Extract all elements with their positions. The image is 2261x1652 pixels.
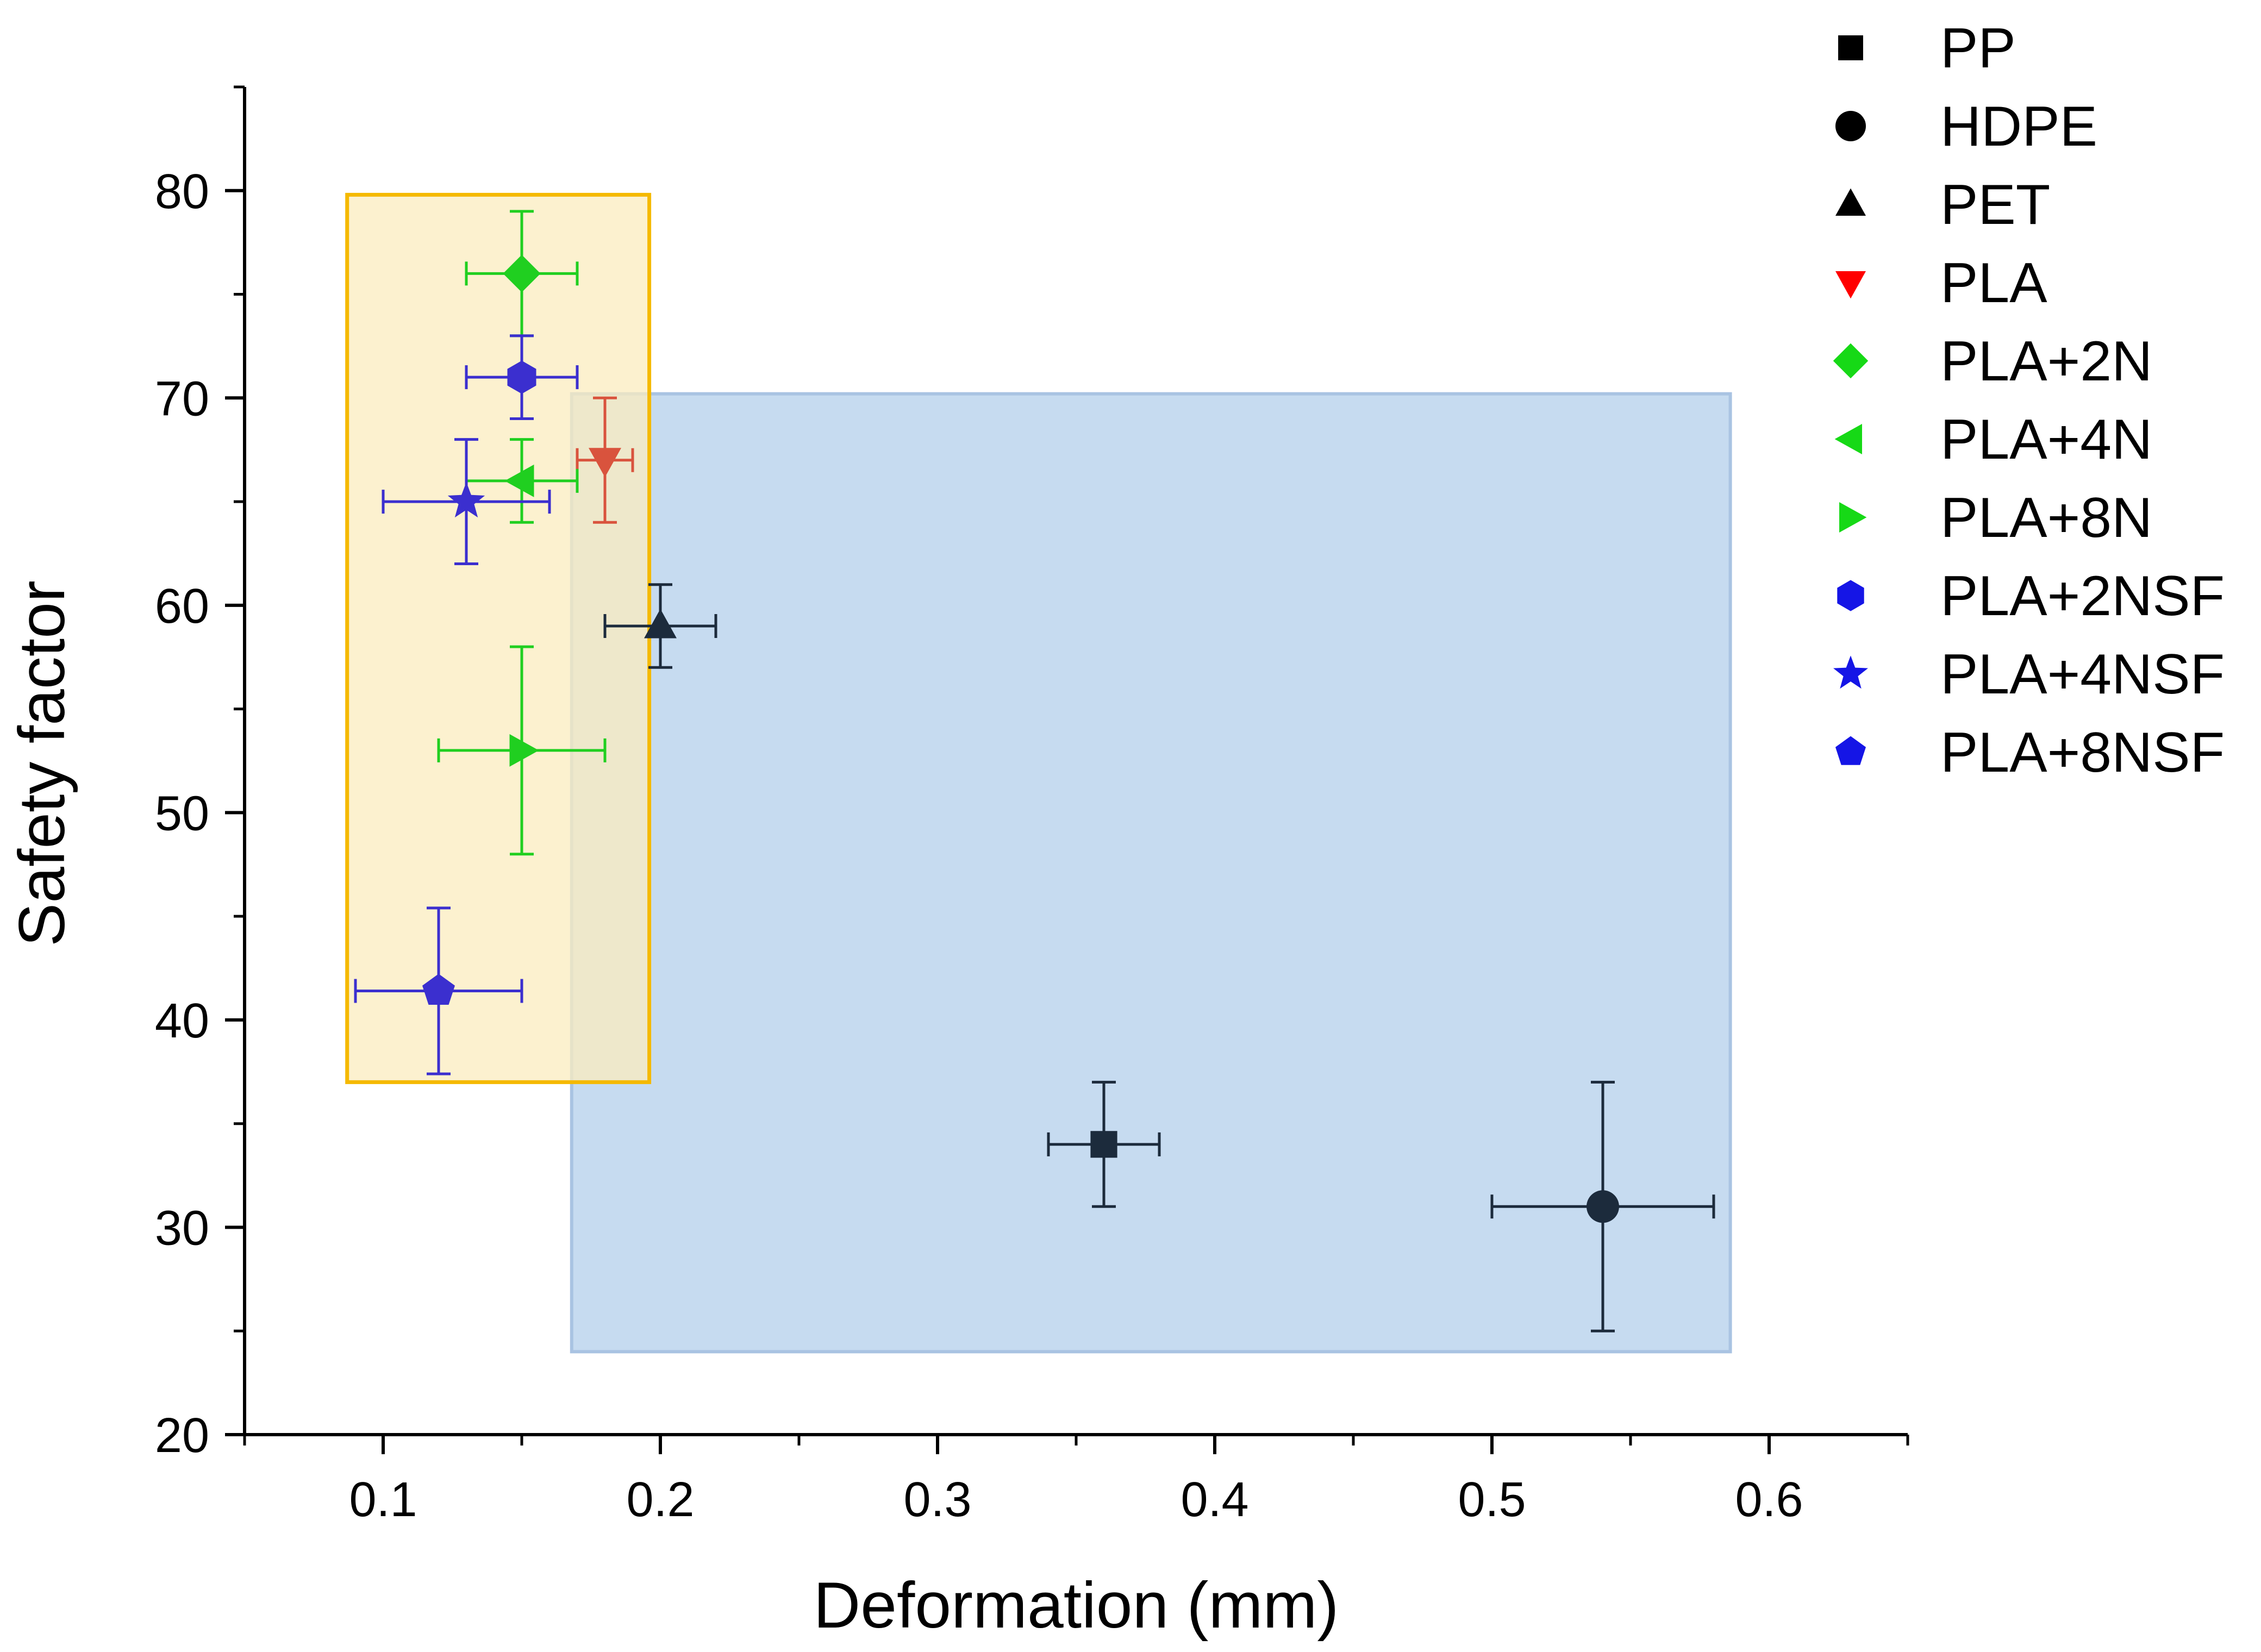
point-pla-4nsf [447, 482, 485, 518]
legend-marker-pp [1838, 35, 1863, 60]
point-pla-8n [509, 734, 539, 767]
legend-marker-pla-2nsf [1837, 580, 1864, 611]
legend-item-pla[interactable]: PLA [1835, 252, 2047, 315]
x-tick-label: 0.2 [626, 1473, 694, 1527]
x-tick-label: 0.5 [1458, 1473, 1526, 1527]
legend-label-pet: PET [1940, 173, 2050, 236]
point-pla-4n [504, 464, 534, 497]
legend-item-hdpe[interactable]: HDPE [1835, 95, 2097, 158]
highlight-regions [345, 192, 1732, 1354]
point-pp [1090, 1131, 1117, 1158]
legend-label-pla-4nsf: PLA+4NSF [1940, 643, 2225, 706]
legend-item-pla-8n[interactable]: PLA+8N [1839, 486, 2152, 549]
point-pla-8nsf [422, 974, 455, 1005]
legend-label-pla: PLA [1940, 252, 2047, 315]
legend-item-pla-8nsf[interactable]: PLA+8NSF [1835, 721, 2225, 784]
x-tick-label: 0.4 [1181, 1473, 1248, 1527]
legend-label-pla-8n: PLA+8N [1940, 486, 2152, 549]
y-axis-title: Safety factor [5, 580, 78, 947]
legend-label-pla-4n: PLA+4N [1940, 408, 2152, 471]
y-tick-label: 80 [155, 165, 209, 219]
legend-item-pet[interactable]: PET [1835, 173, 2050, 236]
y-tick-label: 60 [155, 579, 209, 634]
legend-item-pp[interactable]: PP [1838, 17, 2016, 80]
legend-item-pla-2nsf[interactable]: PLA+2NSF [1837, 565, 2225, 628]
y-tick-label: 30 [155, 1201, 209, 1255]
x-axis-title: Deformation (mm) [814, 1569, 1339, 1642]
legend-marker-hdpe [1835, 111, 1866, 141]
legend-label-hdpe: HDPE [1940, 95, 2097, 158]
point-pet [644, 609, 677, 639]
legend-label-pp: PP [1940, 17, 2016, 80]
point-pla [589, 448, 621, 478]
y-tick-label: 20 [155, 1409, 209, 1463]
legend-label-pla-2nsf: PLA+2NSF [1940, 565, 2225, 628]
legend-marker-pla-4n [1834, 424, 1862, 454]
legend-marker-pet [1835, 188, 1866, 216]
x-tick-label: 0.1 [349, 1473, 417, 1527]
axes: 0.1 0.2 0.3 0.4 0.5 0.6 20 30 40 50 60 70 80 [155, 85, 1909, 1527]
blue-region [570, 392, 1732, 1354]
legend-marker-pla-8nsf [1835, 736, 1866, 765]
legend-marker-pla-8n [1839, 502, 1867, 533]
legend[interactable]: PP HDPE PET PLA PLA+2N PLA+4N PLA+8N PLA+2NSF PL… [1833, 17, 2225, 784]
data-markers [422, 254, 1619, 1223]
legend-label-pla-2n: PLA+2N [1940, 330, 2152, 393]
x-tick-label: 0.6 [1735, 1473, 1803, 1527]
legend-item-pla-4nsf[interactable]: PLA+4NSF [1833, 643, 2225, 706]
point-pla-2nsf [507, 360, 536, 394]
y-tick-label: 70 [155, 372, 209, 426]
x-tick-label: 0.3 [903, 1473, 971, 1527]
legend-marker-pla [1835, 271, 1866, 299]
legend-label-pla-8nsf: PLA+8NSF [1940, 721, 2225, 784]
legend-marker-pla-4nsf [1833, 655, 1868, 689]
yellow-region [345, 192, 652, 1084]
legend-marker-pla-2n [1833, 343, 1869, 379]
y-tick-label: 40 [155, 994, 209, 1048]
y-tick-label: 50 [155, 786, 209, 841]
point-hdpe [1587, 1190, 1619, 1223]
legend-item-pla-2n[interactable]: PLA+2N [1833, 330, 2152, 393]
point-pla-2n [503, 254, 541, 292]
legend-item-pla-4n[interactable]: PLA+4N [1834, 408, 2153, 471]
